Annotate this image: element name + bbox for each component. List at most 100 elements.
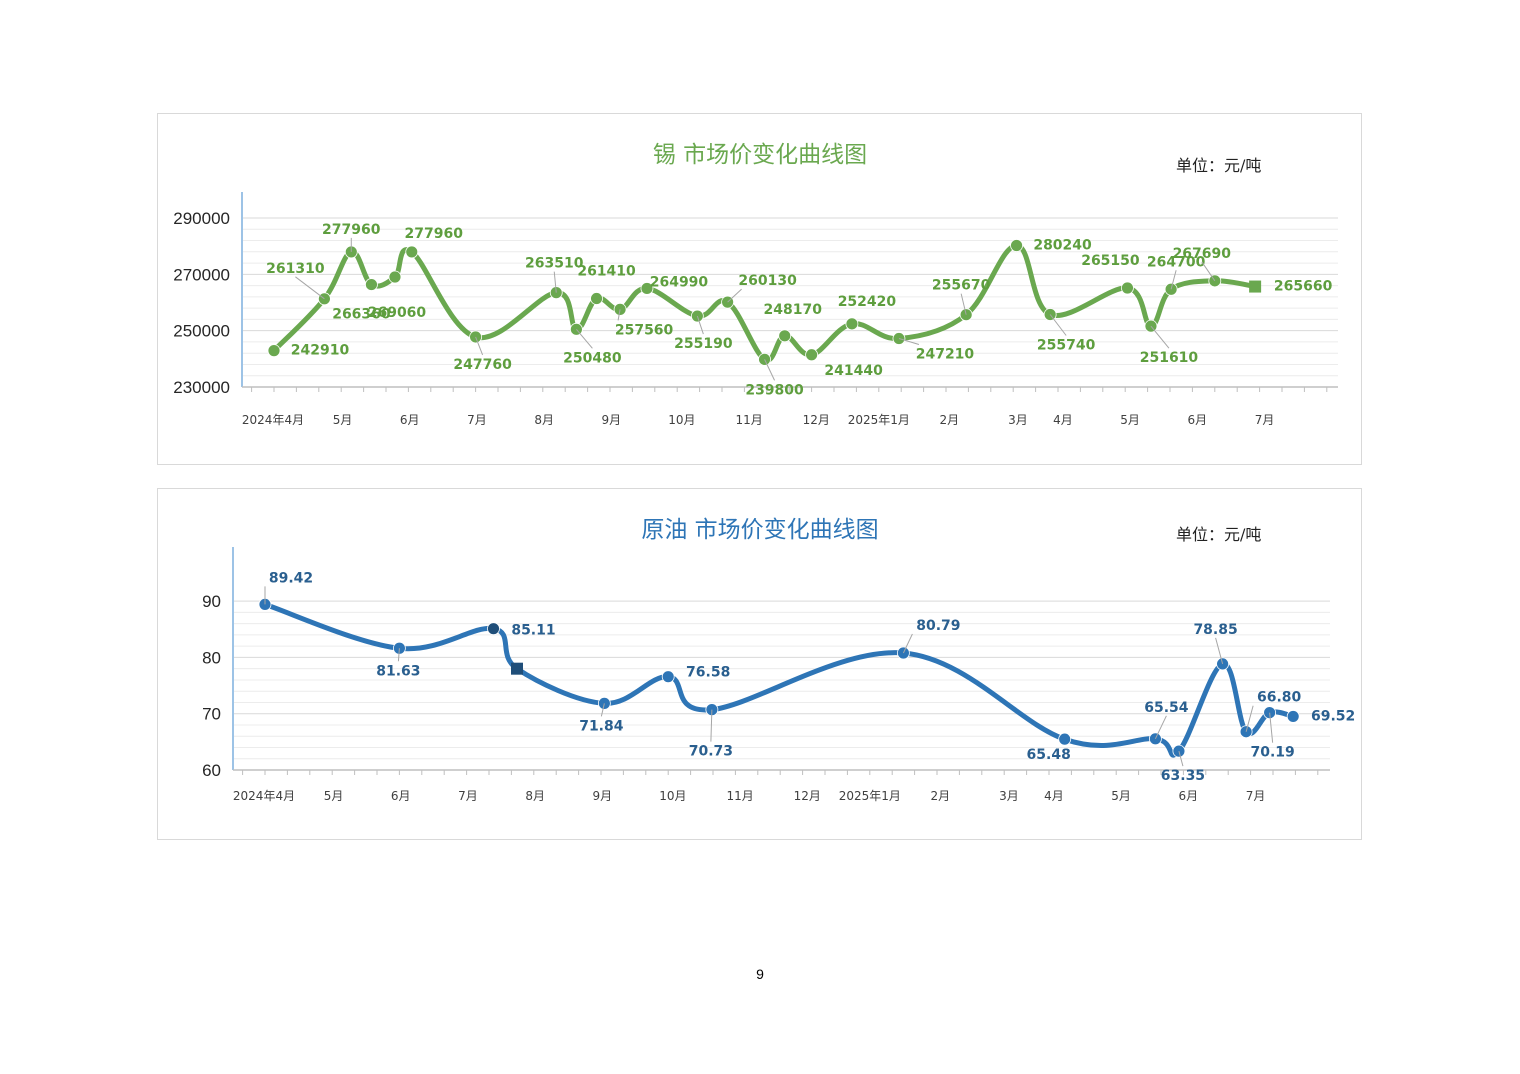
x-tick-label: 9月 [593, 789, 613, 803]
x-tick-label: 2024年4月 [233, 789, 295, 803]
x-tick-label: 5月 [324, 789, 344, 803]
y-tick-label: 230000 [173, 378, 230, 397]
data-point [317, 292, 331, 306]
y-tick-label: 70 [202, 705, 221, 724]
data-point [661, 670, 675, 684]
data-label: 239800 [745, 382, 804, 398]
x-tick-label: 4月 [1053, 413, 1073, 427]
label-leader-line [960, 293, 967, 315]
data-label: 65.54 [1144, 700, 1189, 716]
data-label: 280240 [1033, 237, 1092, 253]
label-leader-line [617, 309, 621, 321]
oil-x-ticks [242, 770, 1319, 775]
data-point [1249, 280, 1262, 293]
oil-series-line [262, 601, 1296, 758]
data-label: 266360 [332, 307, 391, 323]
x-tick-label: 5月 [1120, 413, 1140, 427]
data-label: 248170 [763, 302, 822, 318]
data-label: 265150 [1081, 253, 1140, 269]
x-tick-label: 4月 [1044, 789, 1064, 803]
data-point [845, 317, 859, 331]
label-leader-line [764, 359, 776, 381]
data-point [690, 309, 704, 323]
label-leader-line [295, 276, 325, 300]
y-tick-label: 90 [202, 592, 221, 611]
data-label: 241440 [824, 363, 883, 379]
data-point [640, 282, 654, 295]
label-leader-line [1150, 325, 1170, 349]
data-label: 277960 [322, 222, 381, 238]
oil-chart-title: 原油 市场价变化曲线图 [641, 517, 878, 543]
label-leader-line [1269, 712, 1274, 743]
x-tick-label: 9月 [602, 413, 622, 427]
x-tick-label: 12月 [803, 413, 830, 427]
data-label: 277960 [405, 226, 464, 242]
x-tick-label: 2024年4月 [242, 413, 304, 427]
data-label: 255670 [932, 278, 991, 294]
x-tick-label: 5月 [333, 413, 353, 427]
x-tick-label: 11月 [735, 413, 762, 427]
label-leader-line [710, 709, 713, 742]
data-point [388, 270, 402, 284]
label-leader-line [1178, 751, 1184, 767]
data-label: 242910 [291, 343, 350, 359]
x-tick-label: 6月 [1188, 413, 1208, 427]
data-label: 85.11 [511, 623, 555, 639]
data-label: 252420 [838, 294, 897, 310]
label-leader-line [576, 328, 593, 349]
x-tick-label: 10月 [659, 789, 686, 803]
data-label: 251610 [1140, 350, 1199, 366]
tin-price-chart-panel: 锡 市场价变化曲线图 单位：元/吨 290000 270000 250000 230000… [157, 113, 1362, 465]
x-tick-label: 10月 [668, 413, 695, 427]
data-label: 70.19 [1250, 745, 1294, 761]
label-leader-line [1201, 261, 1216, 282]
label-leader-line [553, 271, 557, 293]
x-tick-label: 7月 [458, 789, 478, 803]
page-number: 9 [756, 966, 764, 982]
data-point [1043, 308, 1057, 321]
data-point [1144, 319, 1158, 333]
label-leader-line [727, 288, 742, 303]
data-label: 265660 [1274, 279, 1333, 295]
data-point [267, 344, 281, 358]
tin-chart-title: 锡 市场价变化曲线图 [653, 142, 867, 168]
x-tick-label: 8月 [525, 789, 545, 803]
data-label: 255740 [1037, 337, 1096, 353]
tin-x-ticks [251, 387, 1328, 392]
label-leader-line [696, 315, 704, 335]
data-point [1208, 274, 1222, 288]
data-label: 247210 [916, 347, 975, 363]
data-label: 89.42 [269, 570, 313, 586]
x-tick-label: 2025年1月 [848, 413, 910, 427]
y-tick-label: 80 [202, 648, 221, 667]
label-leader-line [902, 633, 913, 654]
label-leader-line [1170, 270, 1177, 290]
data-label: 255190 [674, 336, 733, 352]
data-point [1172, 744, 1186, 758]
data-label: 247760 [453, 357, 512, 373]
data-label: 261310 [266, 261, 325, 277]
data-label: 269060 [368, 305, 427, 321]
tin-unit-label: 单位：元/吨 [1176, 156, 1261, 175]
oil-unit-label: 单位：元/吨 [1176, 525, 1261, 544]
x-tick-label: 6月 [391, 789, 411, 803]
x-tick-label: 7月 [1255, 413, 1275, 427]
x-tick-label: 6月 [1179, 789, 1199, 803]
label-leader-line [397, 648, 400, 662]
data-point [1149, 732, 1162, 746]
label-leader-line [1245, 705, 1254, 732]
tin-price-chart: 锡 市场价变化曲线图 单位：元/吨 290000 270000 250000 230000… [173, 142, 1338, 427]
crude-oil-price-chart-panel: 原油 市场价变化曲线图 单位：元/吨 90 80 70 60 2024年4月 5月 6月 7月 8月… [157, 488, 1362, 840]
y-tick-label: 60 [202, 761, 221, 780]
x-tick-label: 2025年1月 [839, 789, 901, 803]
y-tick-label: 250000 [173, 322, 230, 341]
x-tick-label: 3月 [1008, 413, 1028, 427]
data-label: 257560 [615, 322, 674, 338]
x-tick-label: 8月 [534, 413, 554, 427]
data-label: 66.80 [1257, 690, 1302, 706]
x-tick-label: 2月 [931, 789, 951, 803]
data-point [487, 622, 500, 636]
data-label: 263510 [525, 256, 584, 272]
data-label: 260130 [738, 273, 797, 289]
data-label: 264990 [650, 274, 709, 290]
